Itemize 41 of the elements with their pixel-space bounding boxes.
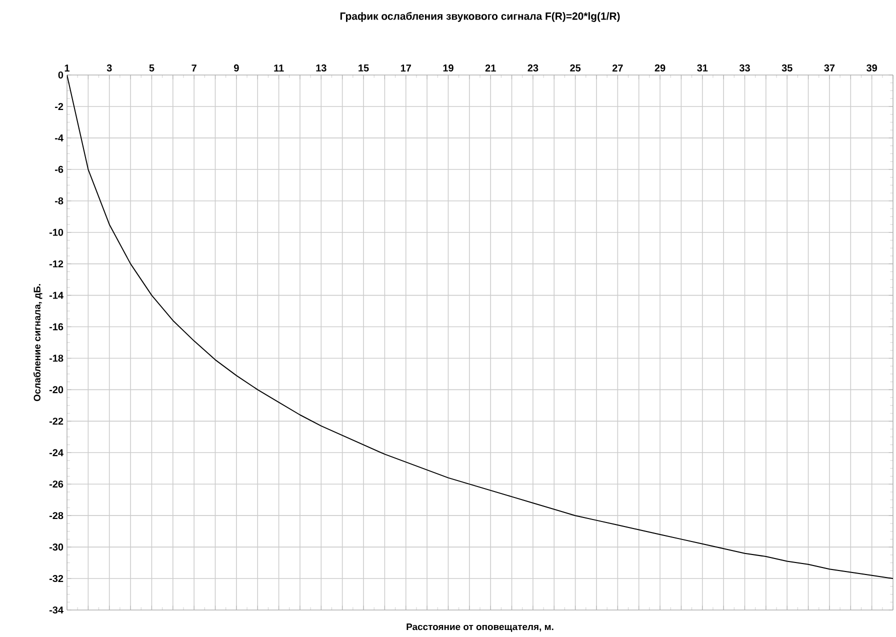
y-tick-label: -10: [49, 228, 64, 236]
x-tick-label: 39: [866, 64, 877, 72]
x-tick-label: 21: [485, 64, 496, 72]
x-tick-label: 3: [106, 64, 112, 72]
y-tick-label: -8: [55, 197, 64, 204]
y-tick-label: -4: [55, 134, 64, 142]
x-tick-label: 1: [64, 64, 70, 72]
x-tick-label: 15: [358, 64, 369, 72]
chart-title: График ослабления звукового сигнала F(R)=20*lg(1/R): [340, 12, 620, 22]
y-tick-label: -26: [49, 480, 64, 488]
y-tick-label: -12: [49, 260, 64, 268]
y-tick-label: -6: [55, 166, 64, 173]
x-tick-label: 13: [316, 64, 326, 72]
y-tick-label: -20: [49, 386, 64, 394]
y-tick-label: -16: [49, 323, 64, 330]
x-tick-label: 25: [570, 64, 581, 72]
y-tick-label: -30: [49, 544, 64, 551]
x-tick-label: 29: [654, 64, 666, 72]
x-tick-label: 33: [739, 64, 750, 72]
y-tick-label: 0: [58, 71, 64, 79]
x-tick-label: 7: [192, 64, 196, 72]
x-axis-title: Расстояние от оповещателя, м.: [406, 624, 554, 632]
x-tick-label: 27: [612, 64, 623, 72]
x-tick-label: 31: [697, 64, 708, 72]
x-tick-label: 5: [149, 64, 154, 72]
y-axis-title: Ослабление сигнала, дБ.: [33, 284, 42, 402]
x-tick-label: 17: [400, 64, 411, 72]
x-tick-label: 35: [782, 64, 792, 72]
y-tick-label: -28: [49, 512, 64, 520]
y-tick-label: -22: [49, 418, 64, 425]
y-tick-label: -14: [49, 292, 64, 299]
x-tick-label: 19: [443, 64, 454, 72]
y-tick-label: -32: [49, 575, 64, 582]
y-tick-label: -18: [49, 354, 64, 362]
y-tick-label: -24: [49, 449, 64, 456]
x-tick-label: 37: [824, 64, 835, 72]
y-tick-label: -2: [55, 102, 64, 110]
y-tick-label: -34: [49, 606, 64, 614]
x-tick-label: 9: [234, 64, 239, 72]
x-tick-label: 23: [528, 64, 538, 72]
x-tick-label: 11: [274, 64, 284, 72]
